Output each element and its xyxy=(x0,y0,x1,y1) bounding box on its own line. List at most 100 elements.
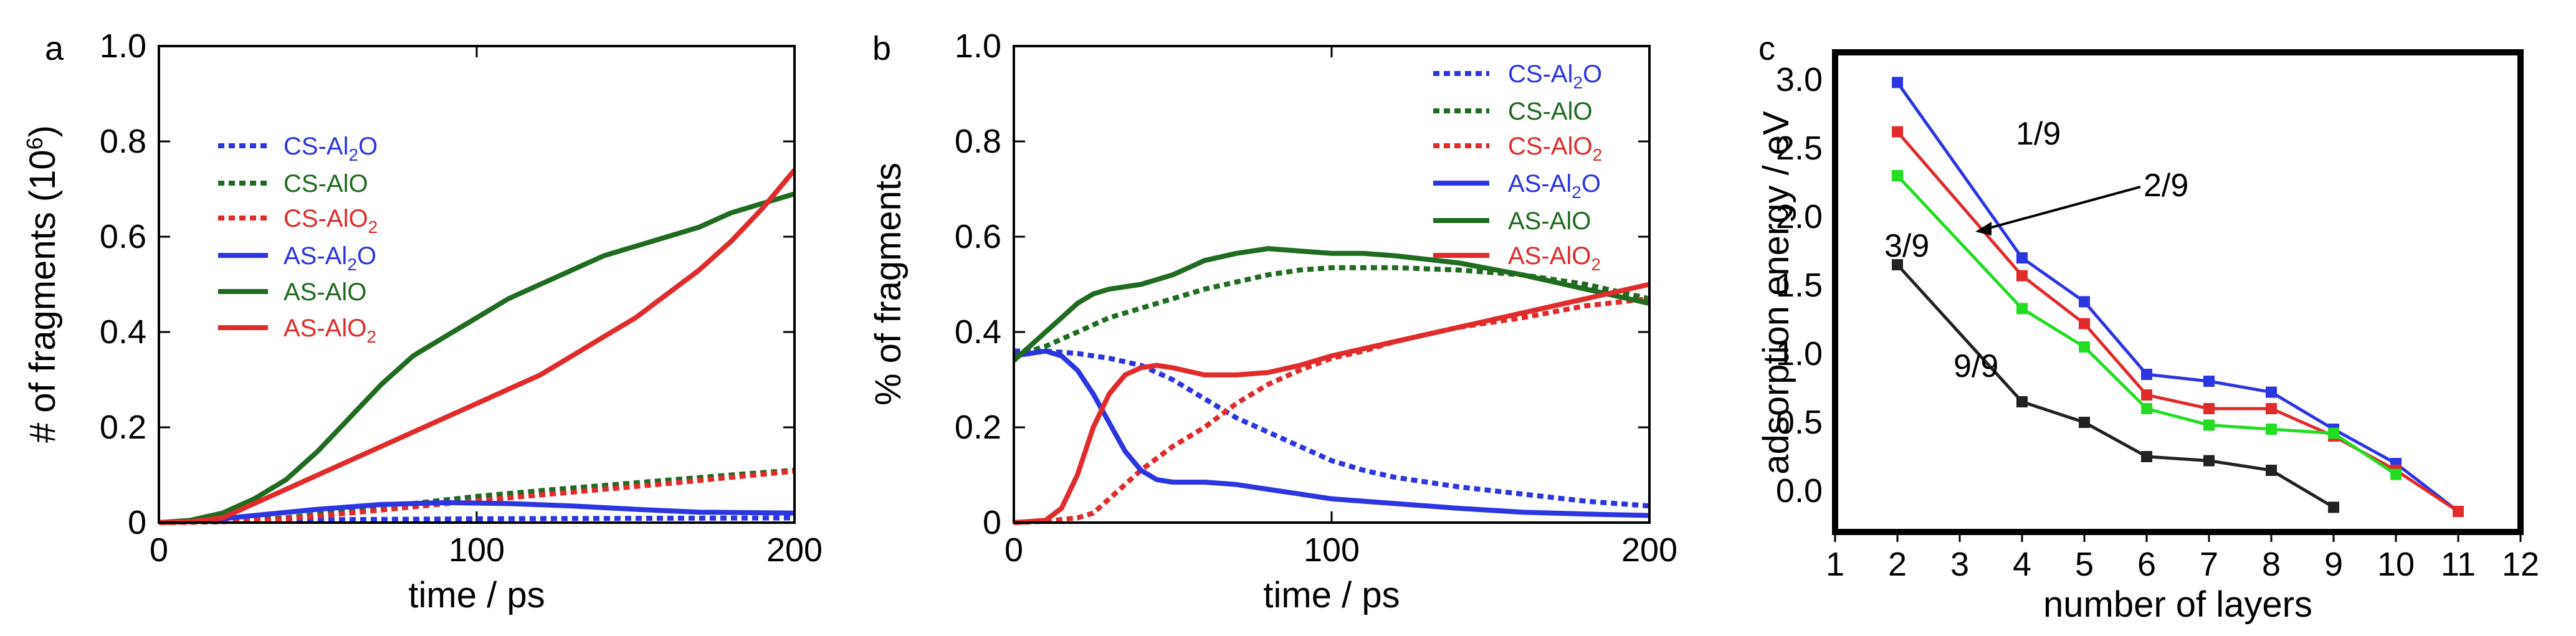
panel-b-ylabel: % of fragments xyxy=(868,163,909,406)
panel-c-series-0-point-0 xyxy=(1892,77,1903,88)
panel-a-ytick-label-5: 1.0 xyxy=(100,27,146,65)
legend-b-label-3: CS-AlO2 xyxy=(1508,133,1602,164)
panel-c-ytick-label-2: 1.0 xyxy=(1776,335,1823,373)
panel-c-series-1-point-5 xyxy=(2266,403,2277,414)
panel-c-series-2-point-3 xyxy=(2141,403,2152,414)
legend-a-label-4: AS-Al2O xyxy=(284,242,376,274)
panel-c-series-3-point-2 xyxy=(2079,417,2090,428)
annotation-3-9: 3/9 xyxy=(1884,228,1929,264)
panel-c-xtick-label-8: 9 xyxy=(2324,546,2343,583)
panel-c-series-line-0 xyxy=(1896,81,2459,513)
panel-c-series-0-point-5 xyxy=(2266,386,2277,398)
panel-c-letter: c xyxy=(1758,30,1775,67)
panel-c-series-1-point-2 xyxy=(2079,318,2090,330)
panel-b-xtick-label-0: 0 xyxy=(1004,531,1023,569)
legend-a-label-3: CS-AlO2 xyxy=(284,205,378,237)
panel-b-frame xyxy=(1013,45,1651,524)
panel-c-ytick-label-4: 2.0 xyxy=(1776,198,1823,235)
legend-a-label-1: CS-Al2O xyxy=(284,133,378,164)
panel-c-series-0-point-2 xyxy=(2079,296,2090,308)
panel-c-xtick-label-9: 10 xyxy=(2377,546,2415,583)
panel-a-legend: CS-Al2O CS-AlO CS-AlO2 AS-Al2O AS-AlO AS… xyxy=(218,133,378,346)
panel-c-ylabel: adsorption energy / eV xyxy=(1756,111,1796,475)
panel-b-series-line-2 xyxy=(1013,296,1650,525)
panel-c-ytick-label-0: 0.0 xyxy=(1776,472,1823,510)
panel-a-ytick-label-4: 0.8 xyxy=(100,123,146,160)
panel-c-series-2-point-4 xyxy=(2203,419,2215,431)
panel-c-series-1-point-0 xyxy=(1892,126,1903,138)
panel-c-xtick-label-5: 6 xyxy=(2137,546,2156,583)
panel-c-xtick-label-4: 5 xyxy=(2075,546,2094,583)
panel-c-series-3-point-3 xyxy=(2141,451,2152,462)
panel-b-series-line-3 xyxy=(1013,348,1650,518)
legend-b-label-1: CS-Al2O xyxy=(1508,60,1602,92)
panel-c-axes: 1 2 3 4 5 6 7 8 9 10 11 120.00.51.01.52.02.53.0 xyxy=(1776,61,2539,583)
panel-b-ytick-label-5: 1.0 xyxy=(955,27,1001,65)
panel-c: c 1 2 3 4 5 6 7 8 9 10 11 120.00.51.01.52.02.53.0 1… xyxy=(1756,30,2539,625)
panel-a-ylabel: # of fragments (106) xyxy=(22,125,63,443)
panel-a-xtick-label-2: 200 xyxy=(766,531,823,569)
panel-b-xtick-label-1: 100 xyxy=(1304,531,1360,569)
panel-c-series-2-point-7 xyxy=(2390,468,2402,480)
panel-a-xtick-label-0: 0 xyxy=(150,531,168,569)
panel-c-ytick-label-6: 3.0 xyxy=(1776,61,1823,98)
panel-a-series xyxy=(158,168,797,525)
panel-c-series-0-point-4 xyxy=(2203,376,2215,387)
legend-a-label-2: CS-AlO xyxy=(284,170,368,197)
panel-c-xtick-label-11: 12 xyxy=(2502,546,2539,583)
panel-c-series-1-point-4 xyxy=(2203,403,2215,414)
panel-b-ytick-label-1: 0.2 xyxy=(955,409,1001,446)
panel-c-xtick-label-6: 7 xyxy=(2200,546,2218,583)
panel-a-series-line-3 xyxy=(158,500,795,525)
panel-c-ytick-label-5: 2.5 xyxy=(1776,130,1823,167)
annotation-2-9-arrow xyxy=(1984,186,2141,230)
panel-a-ytick-label-1: 0.2 xyxy=(100,409,146,446)
panel-c-xtick-label-2: 3 xyxy=(1950,546,1969,583)
panel-c-series-2-point-5 xyxy=(2266,424,2277,435)
panel-a-xlabel: time / ps xyxy=(408,575,545,615)
panel-a-ytick-label-2: 0.4 xyxy=(100,313,146,351)
panel-b-xlabel: time / ps xyxy=(1263,575,1400,615)
panel-c-series-2-point-1 xyxy=(2016,303,2028,315)
panel-c-xtick-label-7: 8 xyxy=(2262,546,2281,583)
panel-c-series-2-point-0 xyxy=(1892,170,1903,181)
panel-c-series xyxy=(1892,77,2464,517)
panel-c-series-3-point-6 xyxy=(2328,501,2339,513)
legend-b-label-6: AS-AlO2 xyxy=(1508,242,1601,274)
panel-c-series-0-point-1 xyxy=(2016,252,2028,263)
legend-a-label-5: AS-AlO xyxy=(284,278,366,306)
legend-b-label-2: CS-AlO xyxy=(1508,98,1593,125)
panel-b-series-line-4 xyxy=(1012,246,1650,363)
annotation-2-9: 2/9 xyxy=(2144,168,2188,204)
annotation-1-9: 1/9 xyxy=(2016,116,2061,152)
panel-b-series-line-0 xyxy=(1014,348,1650,509)
panel-c-xtick-label-0: 1 xyxy=(1826,546,1844,583)
panel-c-series-line-2 xyxy=(1896,174,2397,476)
panel-b-xtick-label-2: 200 xyxy=(1621,531,1677,569)
annotation-9-9: 9/9 xyxy=(1953,348,1998,384)
panel-b-series xyxy=(1012,246,1650,525)
panel-a-frame xyxy=(158,45,796,524)
panel-c-ytick-label-1: 0.5 xyxy=(1776,404,1823,441)
panel-c-xtick-label-1: 2 xyxy=(1888,546,1907,583)
panel-c-series-3-point-4 xyxy=(2203,455,2215,467)
panel-a-axes: 0 100 200 0 0.2 0.4 0.6 0.8 1.0 xyxy=(100,27,823,569)
panel-c-series-3-point-0 xyxy=(1892,259,1903,270)
panel-b-series-line-1 xyxy=(1013,265,1650,359)
panel-b-axes: 0 100 200 0 0.2 0.4 0.6 0.8 1.0 xyxy=(955,27,1677,569)
panel-b-ytick-label-3: 0.6 xyxy=(955,218,1001,255)
panel-c-xtick-label-3: 4 xyxy=(2013,546,2031,583)
panel-c-series-3-point-5 xyxy=(2266,465,2277,476)
panel-b-series-line-5 xyxy=(1013,282,1650,525)
panel-c-series-1-point-3 xyxy=(2141,389,2152,401)
panel-a-series-line-5 xyxy=(158,168,797,525)
panel-c-series-1-point-1 xyxy=(2016,270,2028,282)
panel-c-series-0-point-3 xyxy=(2141,369,2152,380)
panel-c-annotations: 1/9 2/9 3/9 9/9 xyxy=(1884,116,2188,384)
panel-a: a 0 100 200 0 0.2 0.4 0.6 0.8 1.0 CS-Al2O CS-AlO… xyxy=(22,27,823,615)
legend-b-label-5: AS-AlO xyxy=(1508,207,1591,235)
panel-c-series-1-point-8 xyxy=(2453,506,2464,517)
panel-a-letter: a xyxy=(45,30,64,67)
